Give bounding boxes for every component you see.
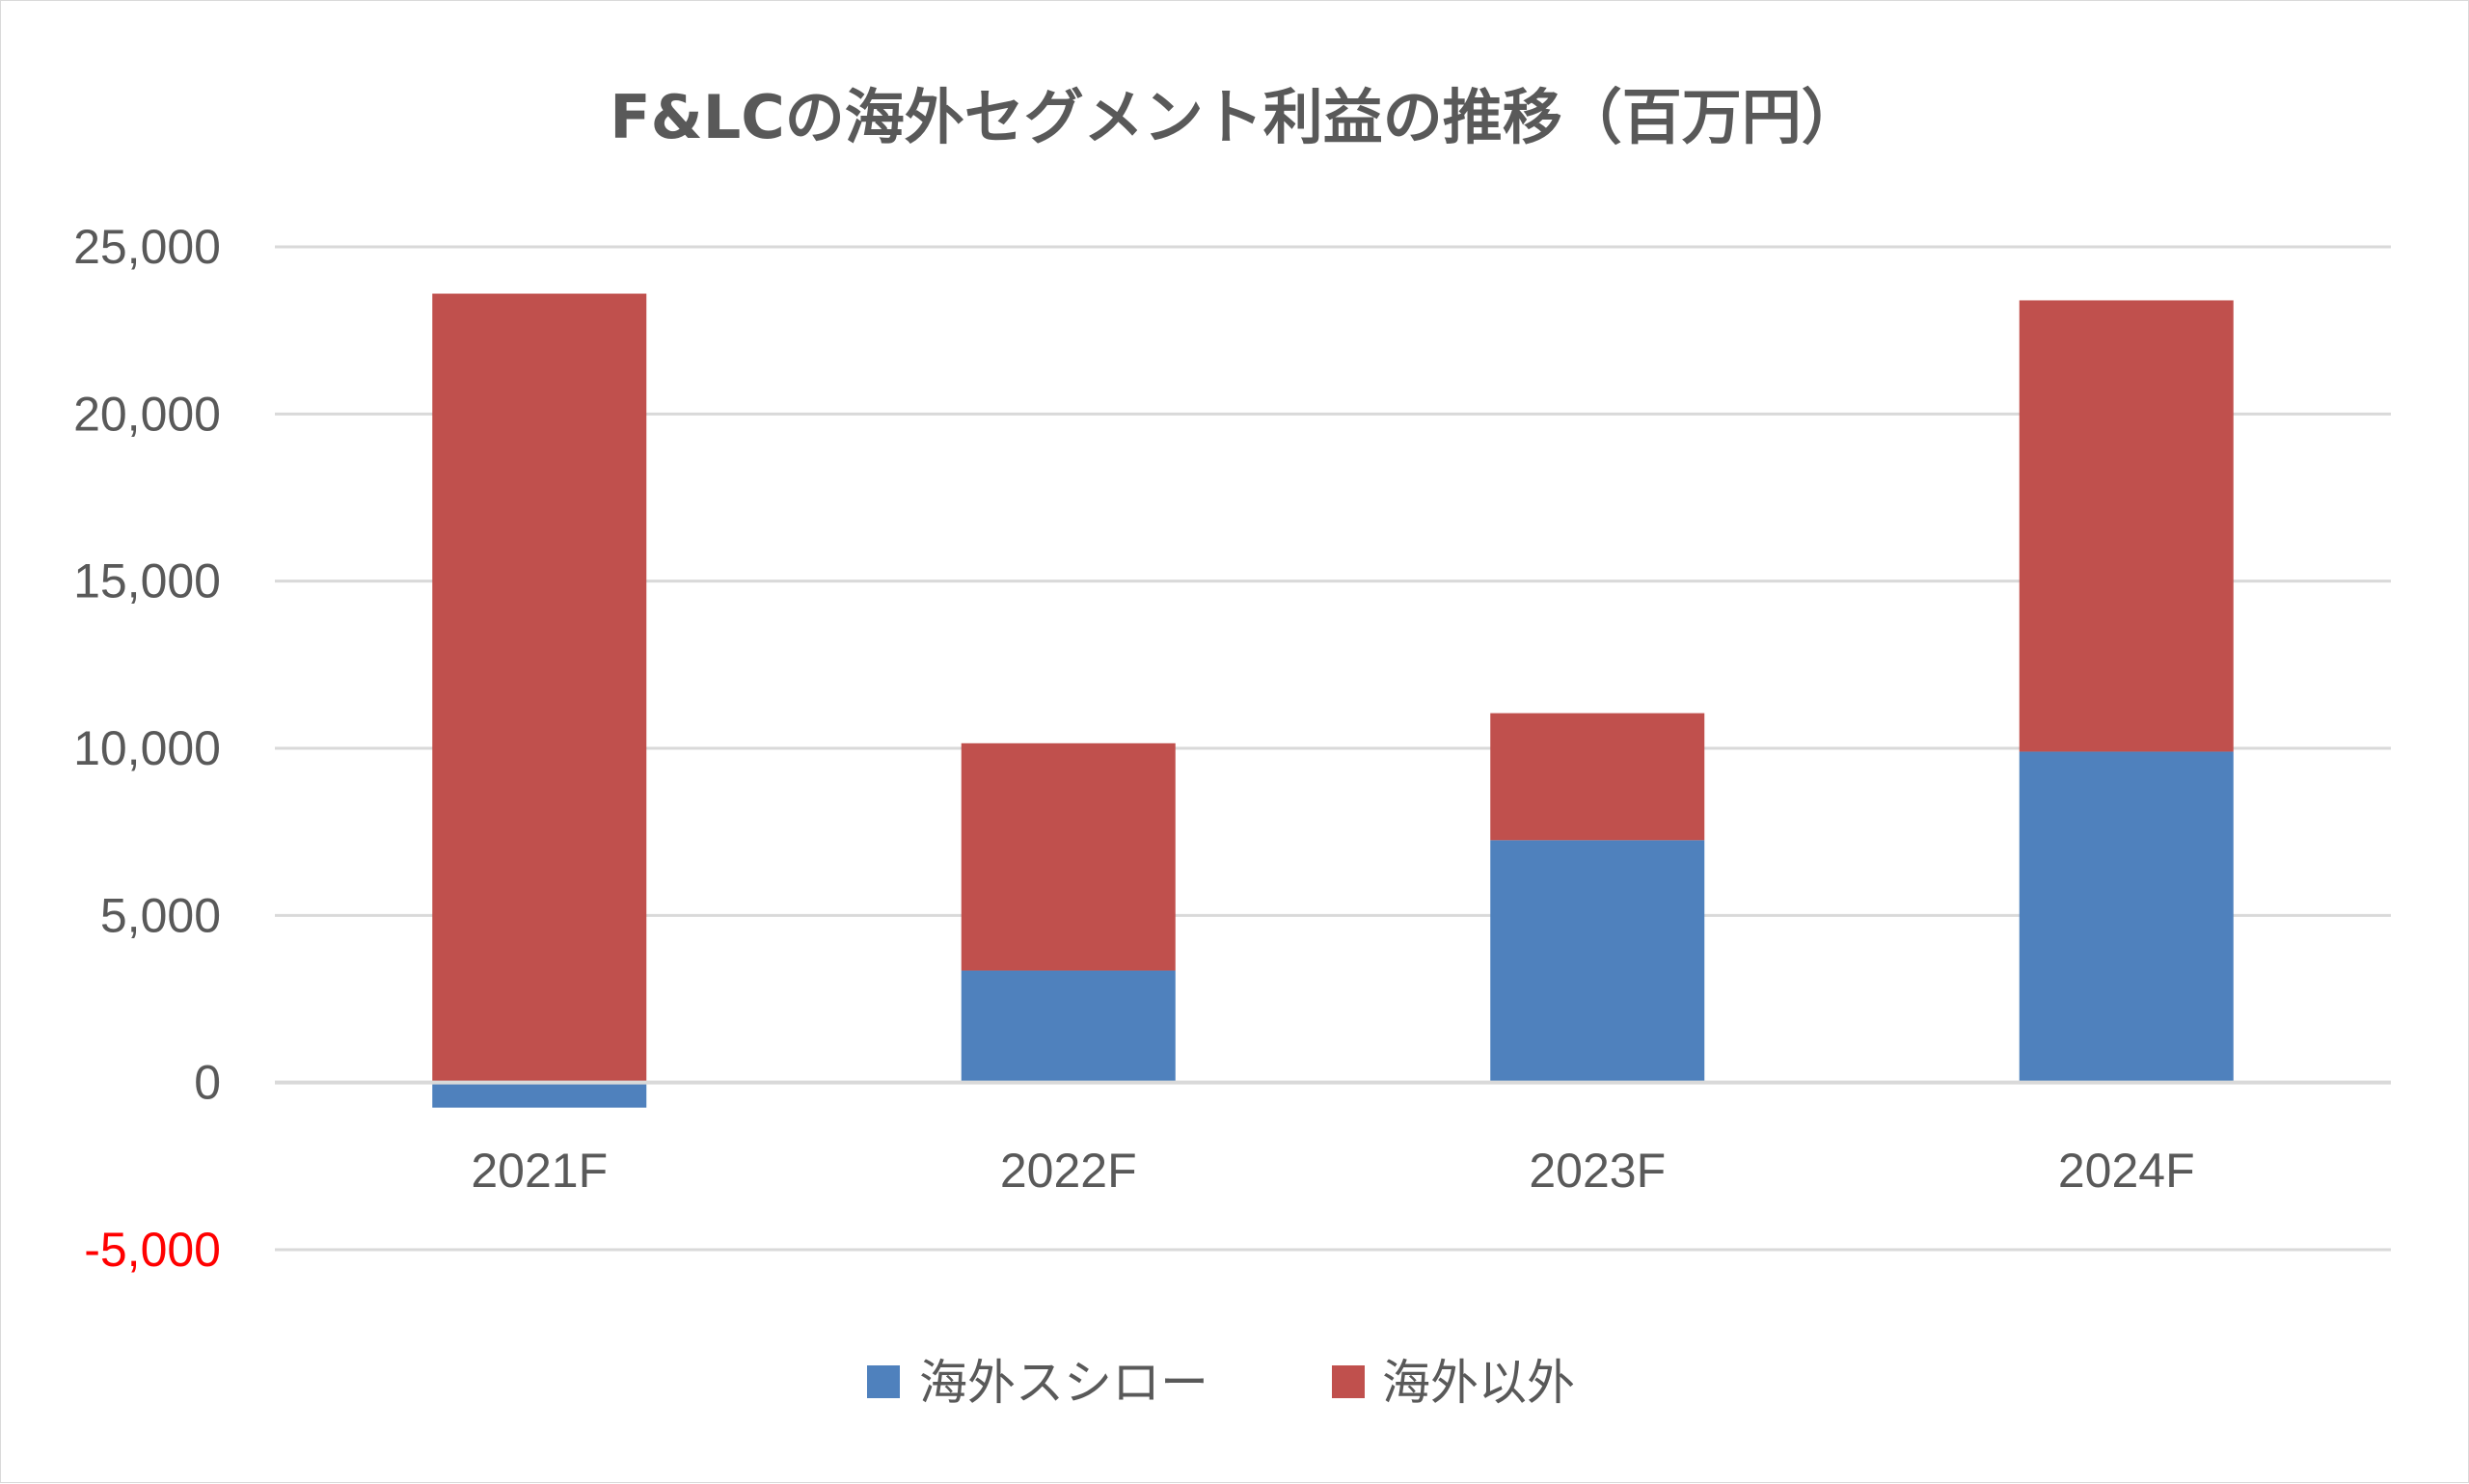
bar-kaigai-igai-2023F [1490,713,1705,841]
legend: 海外スシロー 海外以外 [867,1355,1575,1411]
y-tick-label: 0 [194,1056,221,1110]
chart-title: F&LCの海外セグメント利益の推移（百万円） [610,82,1860,152]
y-tick-label: 10,000 [73,721,221,775]
x-tick-label: 2024F [2058,1144,2195,1198]
bars [432,293,2234,1108]
bar-kaigai-sushiro-2024F [2019,751,2234,1083]
bar-kaigai-igai-2024F [2019,300,2234,752]
bar-kaigai-igai-2022F [961,742,1176,971]
bar-kaigai-sushiro-2022F [961,970,1176,1083]
x-tick-label: 2021F [471,1144,608,1198]
y-tick-label: 20,000 [73,387,221,441]
legend-label: 海外以外 [1382,1355,1575,1411]
y-tick-label: 25,000 [73,220,221,274]
legend-label: 海外スシロー [919,1355,1208,1411]
legend-swatch [1332,1365,1365,1398]
bar-kaigai-sushiro-2023F [1490,840,1705,1083]
bar-kaigai-igai-2021F [432,293,647,1083]
y-tick-label: 5,000 [100,888,221,942]
x-tick-label: 2023F [1529,1144,1666,1198]
x-tick-label: 2022F [1000,1144,1137,1198]
legend-swatch [867,1365,900,1398]
x-axis-tick-labels: 2021F 2022F 2023F 2024F [471,1144,2194,1198]
bar-kaigai-sushiro-2021F [432,1082,647,1108]
y-tick-label: -5,000 [84,1223,221,1277]
y-tick-label: 15,000 [73,554,221,608]
y-axis-tick-labels: 25,000 20,000 15,000 10,000 5,000 0 -5,000 [73,220,221,1277]
